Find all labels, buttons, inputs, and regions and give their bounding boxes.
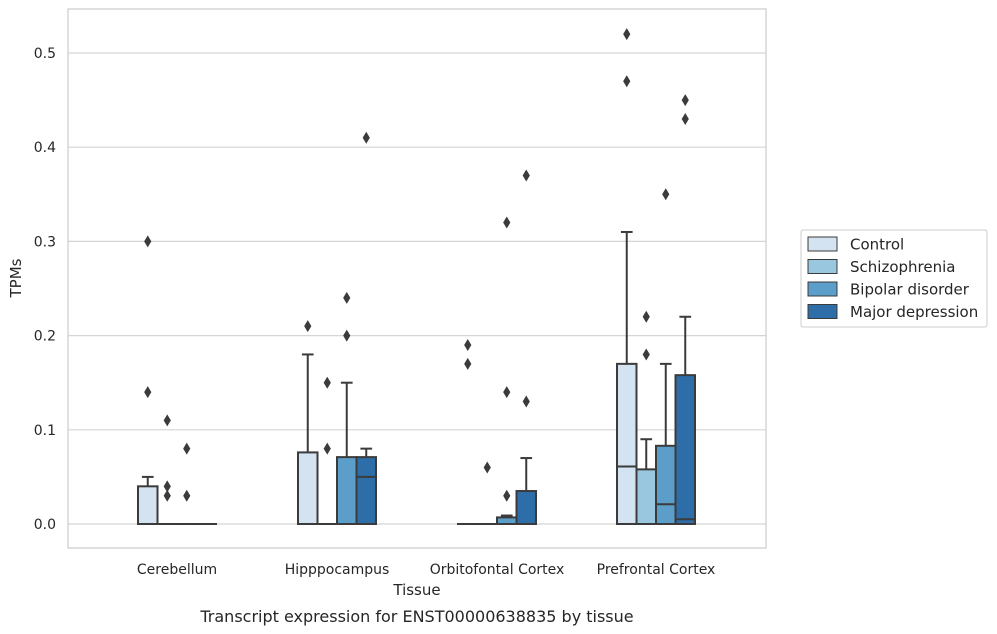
y-tick-label: 0.5	[34, 46, 56, 62]
outlier-point	[323, 376, 331, 389]
outlier-point	[183, 442, 191, 455]
legend: Control Schizophrenia Bipolar disorder Majo…	[800, 229, 988, 328]
outlier-point	[362, 131, 370, 144]
outlier-point	[642, 348, 650, 361]
outlier-point	[464, 357, 472, 370]
box	[635, 468, 657, 526]
outlier-point	[323, 442, 331, 455]
box	[655, 444, 677, 525]
legend-swatch	[807, 259, 838, 274]
box	[616, 362, 638, 525]
y-tick-label: 0.2	[34, 329, 56, 345]
outlier-point	[304, 320, 312, 333]
outlier-point	[183, 489, 191, 502]
outlier-point	[144, 386, 152, 399]
legend-label: Bipolar disorder	[850, 281, 970, 299]
x-tick-label: Cerebellum	[137, 562, 217, 578]
outlier-point	[623, 75, 631, 88]
box-group	[137, 475, 159, 526]
outlier-point	[343, 329, 351, 342]
box	[515, 490, 537, 525]
box-group	[674, 315, 696, 525]
legend-label: Schizophrenia	[850, 258, 955, 276]
outlier-points	[144, 28, 689, 502]
x-tick-label: Prefrontal Cortex	[597, 562, 716, 578]
box	[355, 456, 377, 526]
box	[297, 451, 319, 525]
box-group	[297, 353, 319, 525]
x-axis-ticks: Cerebellum Hipppocampus Orbitofontal Corte…	[137, 562, 715, 578]
outlier-point	[464, 339, 472, 352]
y-tick-label: 0.4	[34, 140, 56, 156]
y-axis-label: TPMs	[7, 258, 25, 298]
x-axis-label: Tissue	[392, 581, 440, 599]
y-tick-label: 0.3	[34, 234, 56, 250]
chart-caption: Transcript expression for ENST0000063883…	[199, 607, 633, 626]
box	[336, 456, 358, 526]
outlier-point	[623, 28, 631, 41]
outlier-point	[163, 489, 171, 502]
outlier-point	[163, 414, 171, 427]
legend-frame	[800, 229, 988, 328]
box	[674, 374, 696, 525]
outlier-point	[503, 216, 511, 229]
y-tick-label: 0.0	[34, 517, 56, 533]
outlier-point	[522, 169, 530, 182]
box-group	[515, 457, 537, 525]
outlier-point	[503, 489, 511, 502]
box-series	[137, 230, 696, 526]
legend-swatch	[807, 281, 838, 297]
box-group	[655, 362, 677, 525]
box-group	[355, 447, 377, 526]
outlier-point	[503, 386, 511, 399]
box-group	[496, 514, 518, 526]
box-group	[616, 230, 638, 525]
box-group	[336, 381, 358, 526]
outlier-point	[662, 188, 670, 201]
x-tick-label: Hipppocampus	[285, 562, 390, 578]
outlier-point	[642, 310, 650, 323]
outlier-point	[681, 112, 689, 125]
box-group	[635, 438, 657, 526]
x-tick-label: Orbitofontal Cortex	[430, 562, 565, 578]
outlier-point	[483, 461, 491, 474]
box	[137, 485, 159, 526]
outlier-point	[681, 94, 689, 107]
outlier-point	[522, 395, 530, 408]
outlier-point	[343, 291, 351, 304]
y-axis-ticks: 0.0 0.1 0.2 0.3 0.4 0.5	[34, 46, 56, 533]
outlier-point	[144, 235, 152, 248]
legend-swatch	[807, 236, 838, 252]
outlier-point	[163, 480, 171, 493]
legend-label: Control	[850, 236, 904, 254]
legend-label: Major depression	[850, 303, 978, 321]
y-tick-label: 0.1	[34, 423, 56, 439]
plot-frame	[67, 8, 767, 549]
legend-swatch	[807, 304, 838, 319]
